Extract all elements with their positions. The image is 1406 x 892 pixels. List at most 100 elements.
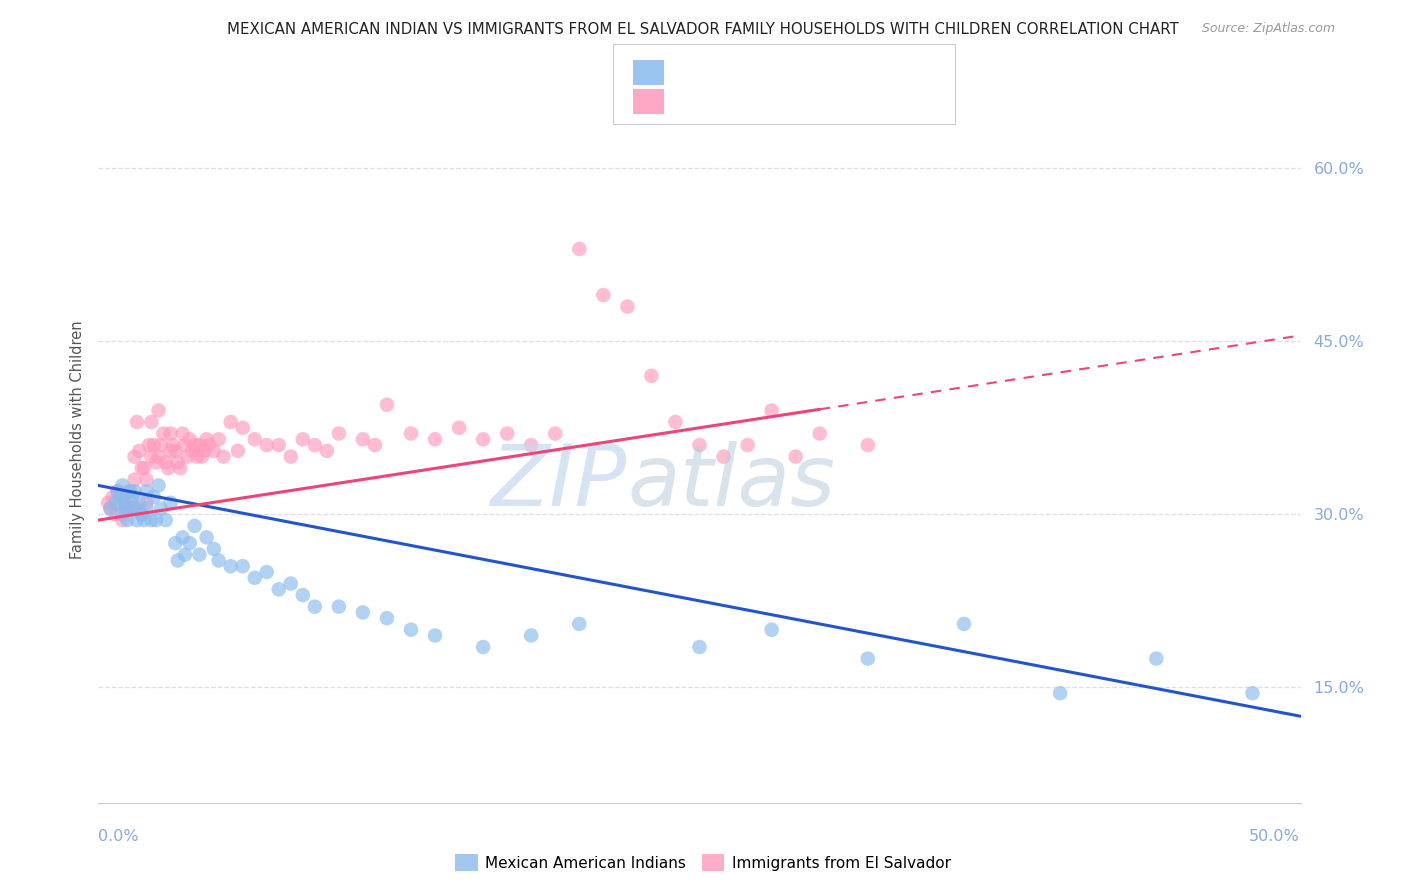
- Text: N =: N =: [782, 63, 830, 81]
- Point: [688, 438, 710, 452]
- Point: [352, 433, 374, 447]
- Point: [157, 461, 180, 475]
- Point: [761, 623, 783, 637]
- Point: [135, 484, 157, 499]
- Point: [141, 513, 163, 527]
- Point: [472, 433, 495, 447]
- Point: [128, 443, 150, 458]
- Point: [131, 508, 153, 522]
- Point: [159, 426, 181, 441]
- Point: [118, 484, 141, 499]
- Point: [100, 501, 122, 516]
- Point: [808, 426, 831, 441]
- Point: [447, 421, 470, 435]
- Point: [128, 496, 150, 510]
- Point: [179, 536, 201, 550]
- Point: [174, 438, 197, 452]
- Point: [118, 484, 141, 499]
- Point: [174, 548, 197, 562]
- Point: [111, 513, 134, 527]
- Legend: Mexican American Indians, Immigrants from El Salvador: Mexican American Indians, Immigrants fro…: [449, 848, 957, 877]
- Point: [108, 490, 131, 504]
- Y-axis label: Family Households with Children: Family Households with Children: [69, 320, 84, 558]
- Point: [352, 606, 374, 620]
- Point: [186, 450, 208, 464]
- Point: [145, 513, 167, 527]
- Point: [256, 438, 278, 452]
- Point: [162, 438, 184, 452]
- Point: [188, 548, 211, 562]
- Point: [304, 599, 326, 614]
- Text: atlas: atlas: [627, 442, 835, 524]
- Point: [165, 536, 187, 550]
- Point: [640, 368, 662, 383]
- Point: [785, 450, 807, 464]
- Point: [131, 461, 153, 475]
- Point: [155, 455, 177, 469]
- Point: [188, 438, 211, 452]
- Point: [111, 478, 134, 492]
- Point: [315, 443, 337, 458]
- Point: [195, 530, 218, 544]
- Point: [232, 421, 254, 435]
- Point: [496, 426, 519, 441]
- Text: ZIP: ZIP: [491, 442, 627, 524]
- Point: [104, 496, 127, 510]
- Point: [169, 461, 191, 475]
- Point: [423, 628, 446, 642]
- Point: [183, 438, 205, 452]
- Point: [135, 496, 157, 510]
- Point: [1049, 686, 1071, 700]
- Point: [111, 508, 134, 522]
- Point: [149, 438, 172, 452]
- Point: [568, 242, 591, 256]
- Point: [193, 443, 215, 458]
- Point: [202, 443, 225, 458]
- Text: R =: R =: [678, 93, 714, 111]
- Point: [125, 415, 148, 429]
- Text: N =: N =: [782, 93, 830, 111]
- Point: [132, 513, 155, 527]
- Point: [208, 433, 231, 447]
- Point: [243, 433, 266, 447]
- Point: [219, 559, 242, 574]
- Point: [97, 496, 120, 510]
- Point: [148, 478, 170, 492]
- Point: [148, 450, 170, 464]
- Point: [165, 443, 187, 458]
- Point: [472, 640, 495, 654]
- Point: [124, 501, 146, 516]
- Point: [616, 300, 638, 314]
- Point: [107, 484, 129, 499]
- Point: [159, 443, 181, 458]
- Point: [399, 426, 422, 441]
- Text: 59: 59: [823, 63, 845, 81]
- Point: [664, 415, 686, 429]
- Point: [328, 426, 350, 441]
- Point: [124, 484, 146, 499]
- Point: [111, 490, 134, 504]
- Point: [114, 496, 136, 510]
- Point: [256, 565, 278, 579]
- Point: [148, 403, 170, 417]
- Point: [107, 484, 129, 499]
- Point: [232, 559, 254, 574]
- Point: [117, 501, 139, 516]
- Point: [124, 473, 146, 487]
- Point: [1241, 686, 1264, 700]
- Point: [145, 455, 167, 469]
- Point: [520, 438, 543, 452]
- Text: MEXICAN AMERICAN INDIAN VS IMMIGRANTS FROM EL SALVADOR FAMILY HOUSEHOLDS WITH CH: MEXICAN AMERICAN INDIAN VS IMMIGRANTS FR…: [228, 22, 1178, 37]
- Point: [125, 513, 148, 527]
- Point: [198, 438, 221, 452]
- Point: [568, 616, 591, 631]
- Point: [291, 433, 314, 447]
- Text: 88: 88: [823, 93, 845, 111]
- Point: [124, 450, 146, 464]
- Point: [131, 508, 153, 522]
- Point: [761, 403, 783, 417]
- Point: [179, 433, 201, 447]
- Point: [149, 501, 172, 516]
- Point: [135, 473, 157, 487]
- Point: [191, 450, 214, 464]
